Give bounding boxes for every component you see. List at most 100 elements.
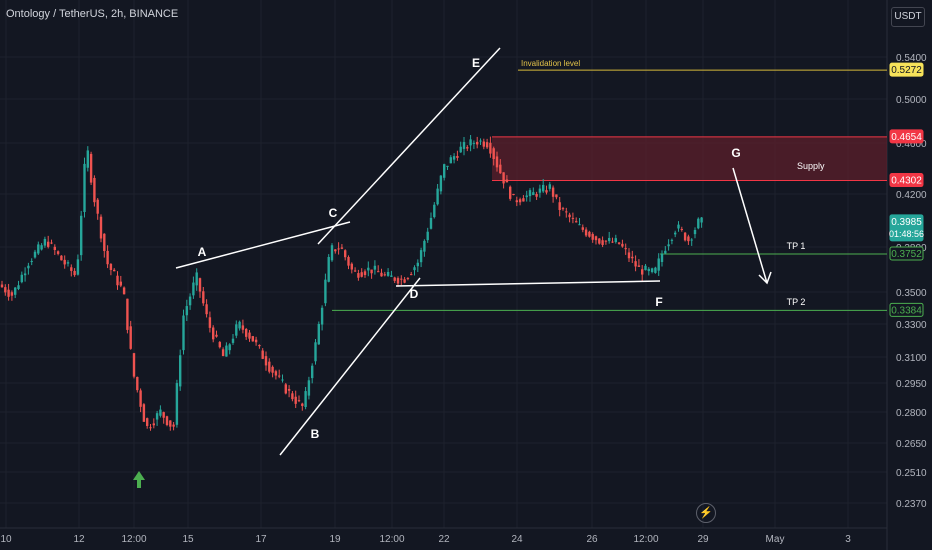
- lightning-icon[interactable]: ⚡: [696, 503, 716, 523]
- candle-body: [588, 231, 591, 237]
- supply-label: Supply: [797, 161, 825, 171]
- candle-body: [317, 324, 320, 345]
- candle-body: [63, 259, 66, 265]
- candle-body: [185, 306, 188, 316]
- candle-body: [509, 186, 512, 199]
- price-tag-label: 0.3752: [891, 249, 922, 260]
- candle-body: [162, 412, 165, 418]
- candle-body: [129, 326, 132, 349]
- y-tick-label: 0.3500: [896, 288, 927, 299]
- price-tag-label: 0.3985: [891, 217, 922, 228]
- candle-body: [469, 139, 472, 146]
- candle-body: [522, 198, 525, 202]
- candle-body: [264, 356, 268, 366]
- candle-body: [614, 238, 617, 243]
- candle-body: [307, 380, 311, 396]
- y-tick-label: 0.2950: [896, 379, 927, 390]
- wave-point-label: E: [472, 56, 480, 70]
- candle-body: [40, 245, 43, 250]
- y-tick-label: 0.3100: [896, 353, 927, 364]
- candle-body: [60, 255, 63, 261]
- candle-body: [175, 383, 179, 425]
- up-arrow-icon: [133, 471, 145, 488]
- currency-unit-button[interactable]: USDT: [891, 7, 925, 27]
- y-tick-label: 0.5400: [896, 53, 927, 64]
- candle-body: [479, 140, 482, 142]
- candle-body: [274, 371, 278, 376]
- candle-body: [700, 217, 703, 223]
- candle-body: [502, 172, 505, 184]
- candle-body: [591, 234, 594, 240]
- candle-body: [0, 284, 4, 288]
- price-tag-label: 0.3384: [891, 305, 922, 316]
- candle-body: [66, 262, 70, 264]
- candle-body: [179, 355, 182, 387]
- price-tag-box: [889, 214, 924, 242]
- trendline-c-e: [317, 47, 501, 245]
- price-tag-label: 0.4302: [891, 176, 922, 187]
- candle-body: [23, 273, 27, 276]
- candle-body: [149, 427, 152, 429]
- x-tick-label: 12: [73, 534, 85, 545]
- x-tick-label: 17: [255, 534, 267, 545]
- candle-body: [337, 248, 340, 250]
- candle-body: [103, 233, 106, 252]
- candle-body: [76, 259, 80, 275]
- candle-body: [674, 232, 677, 235]
- x-tick-label: 15: [182, 534, 194, 545]
- candle-body: [545, 190, 548, 193]
- candle-body: [53, 246, 56, 250]
- candle-body: [142, 404, 146, 422]
- candle-body: [383, 274, 386, 276]
- candle-body: [571, 217, 575, 219]
- trendline-a-c: [175, 221, 351, 269]
- candle-body: [284, 384, 287, 394]
- candle-body: [182, 315, 185, 351]
- candle-body: [499, 164, 502, 174]
- candle-body: [416, 262, 419, 267]
- candle-body: [146, 418, 149, 426]
- x-tick-label: 22: [438, 534, 450, 545]
- wave-point-label: A: [198, 245, 207, 259]
- candle-body: [132, 353, 136, 377]
- candle-body: [693, 229, 697, 235]
- candle-body: [116, 275, 119, 286]
- candle-body: [281, 379, 284, 381]
- candle-body: [238, 321, 241, 329]
- candle-body: [261, 350, 264, 359]
- candle-body: [670, 239, 674, 241]
- candle-body: [687, 236, 690, 242]
- y-tick-label: 0.3300: [896, 320, 927, 331]
- candle-body: [466, 147, 469, 149]
- candle-body: [215, 334, 218, 337]
- candle-body: [311, 365, 314, 379]
- candle-body: [489, 142, 492, 154]
- candle-body: [565, 211, 568, 213]
- candle-body: [47, 241, 50, 247]
- candle-body: [235, 324, 238, 336]
- candle-body: [344, 250, 347, 258]
- candle-body: [505, 179, 509, 183]
- candle-body: [548, 184, 551, 189]
- candle-body: [551, 187, 555, 197]
- candle-body: [555, 194, 558, 198]
- candle-body: [268, 361, 271, 372]
- candle-body: [449, 157, 452, 164]
- x-tick-label: 12:00: [121, 534, 146, 545]
- candle-body: [558, 202, 561, 211]
- candle-body: [624, 248, 627, 250]
- candle-body: [360, 272, 363, 277]
- candle-body: [683, 232, 687, 241]
- candle-body: [10, 292, 14, 296]
- candle-body: [109, 263, 113, 270]
- y-tick-label: 0.2650: [896, 439, 927, 450]
- price-tag-box: [889, 62, 924, 77]
- candle-body: [83, 163, 86, 213]
- candle-body: [390, 275, 393, 277]
- candle-body: [287, 388, 291, 391]
- candle-body: [278, 375, 281, 377]
- candle-body: [575, 221, 578, 223]
- candle-body: [245, 328, 248, 337]
- candle-body: [512, 193, 515, 196]
